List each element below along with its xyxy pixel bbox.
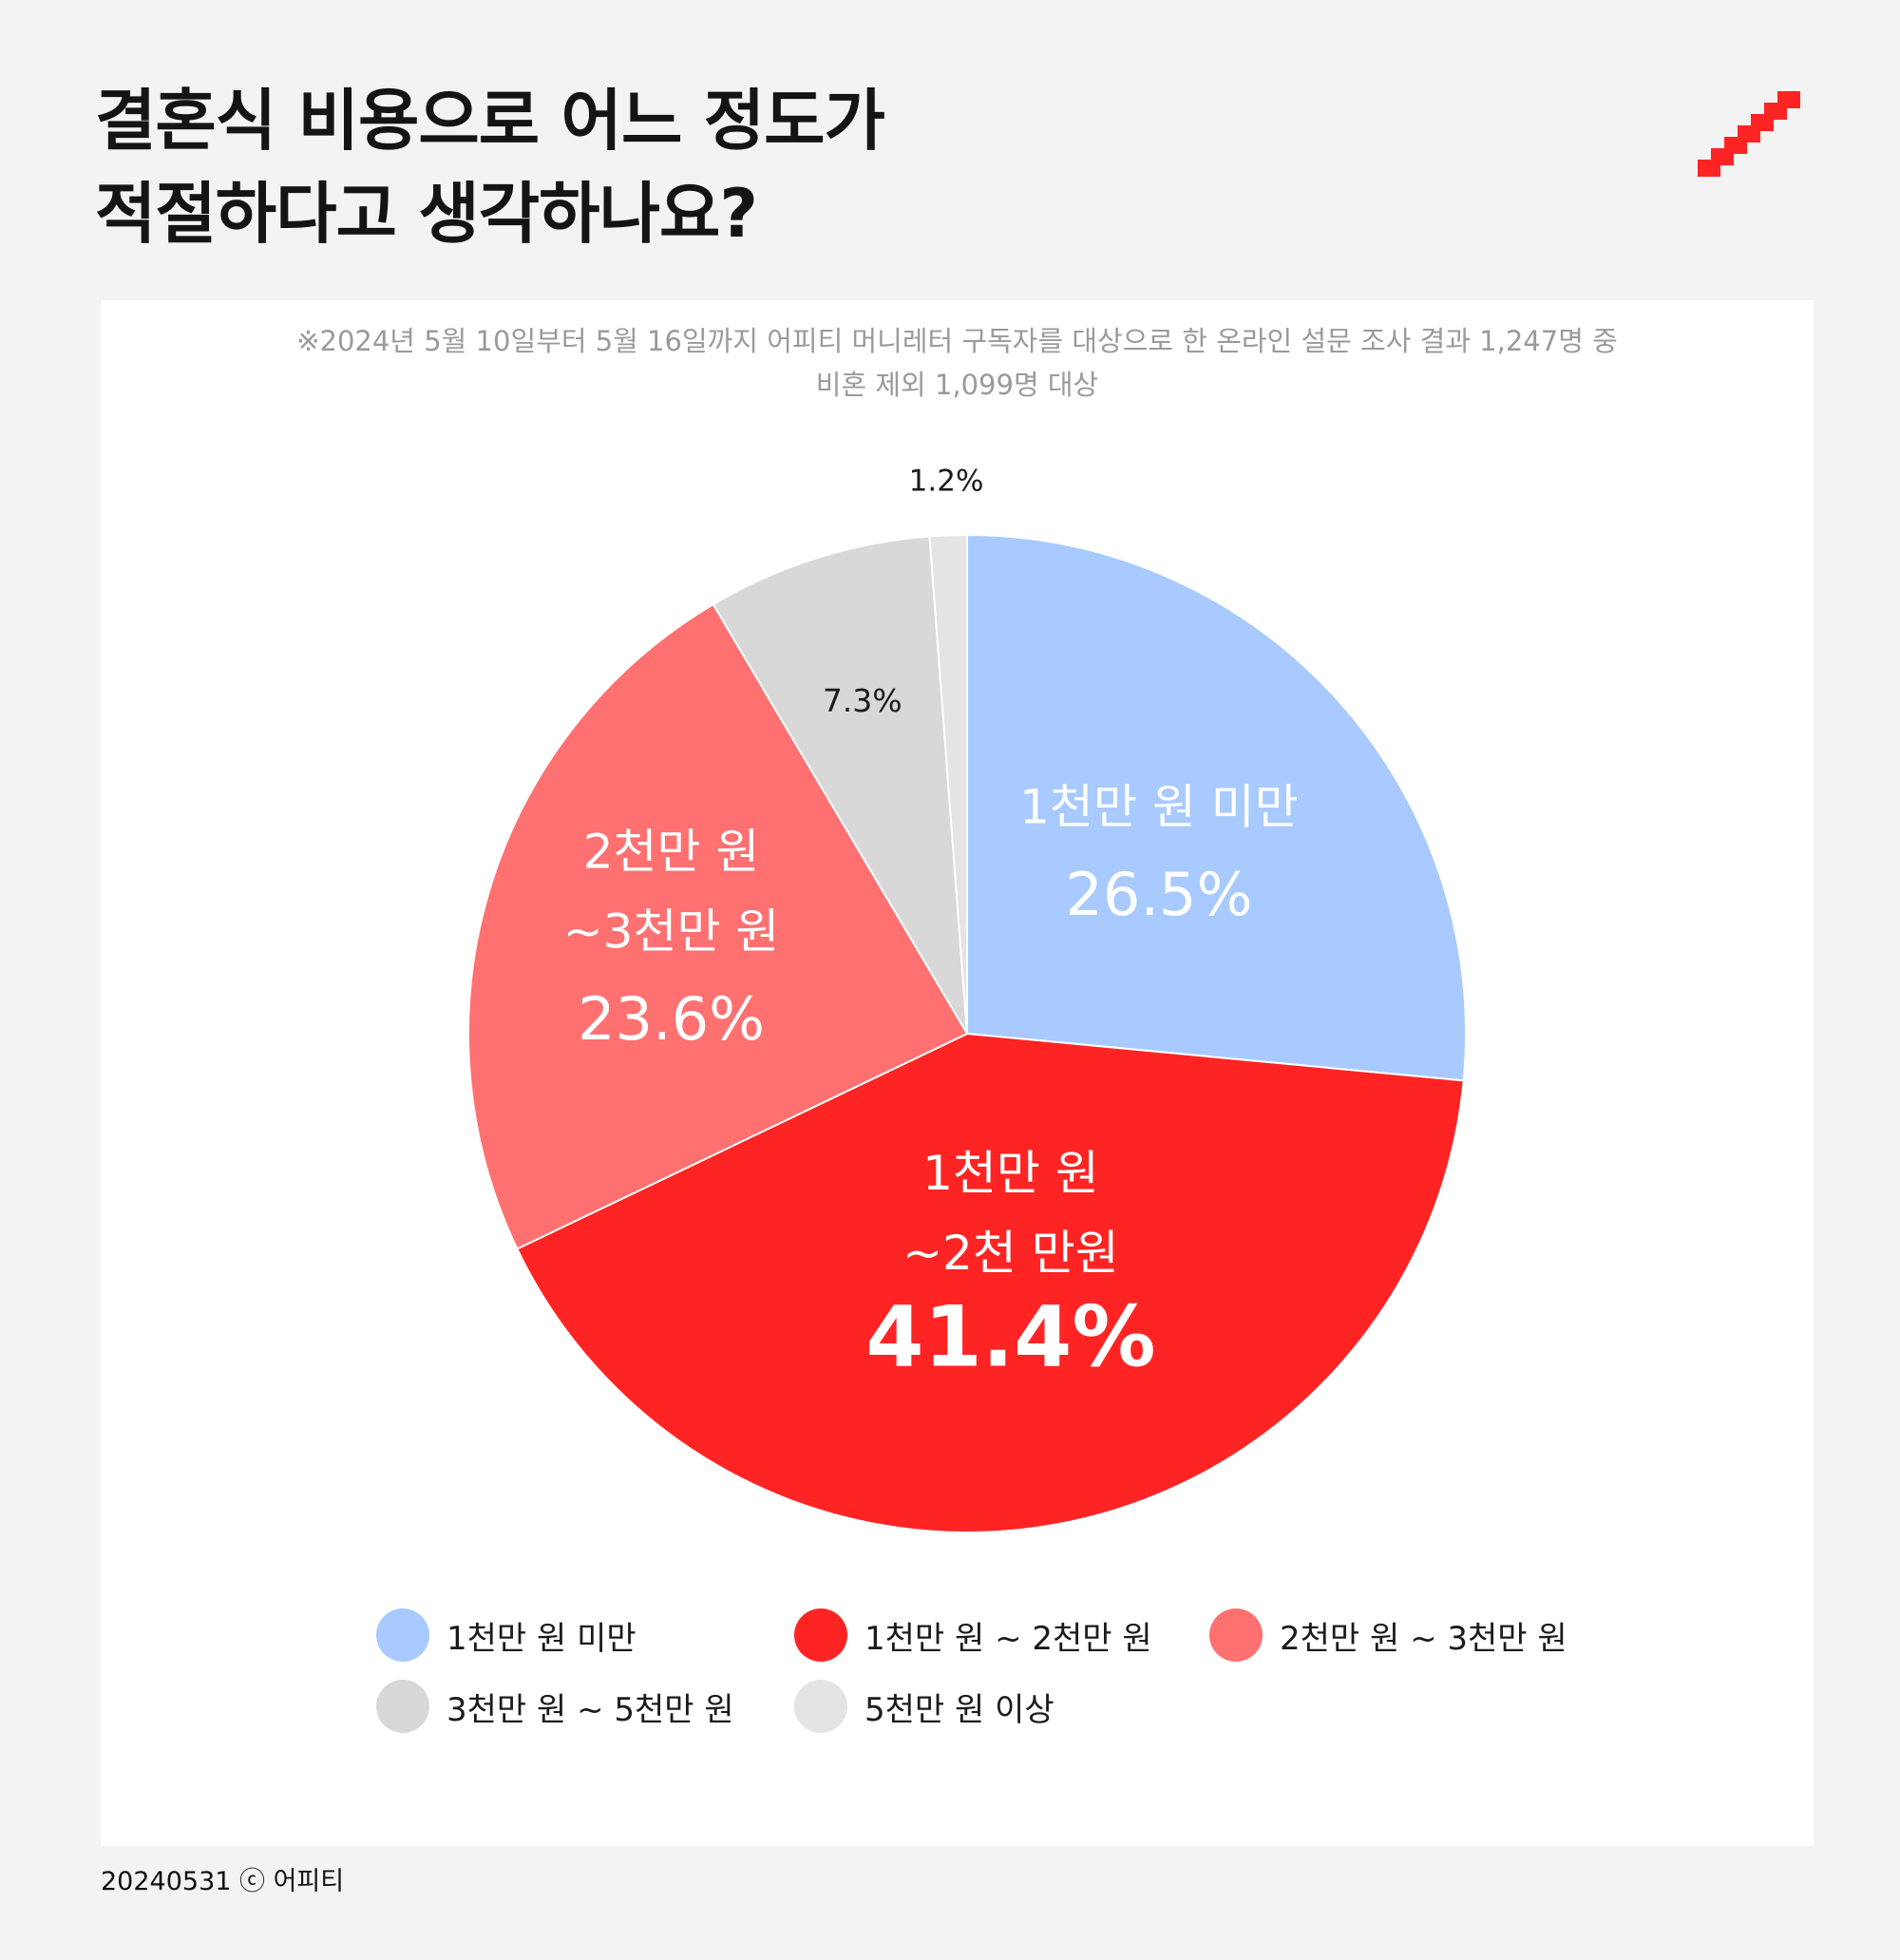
pie-slice: [467, 602, 969, 1250]
slice-value-label: 26.5%: [1065, 860, 1252, 929]
chart-card: ※2024년 5월 10일부터 5월 16일까지 어피티 머니레터 구독자를 대…: [101, 300, 1814, 1846]
slice-category-label: ~2천 만원: [902, 1226, 1119, 1281]
slice-value-label: 1.2%: [909, 465, 984, 499]
slice-category-label: 1천만 원: [922, 1146, 1099, 1201]
footer-credit: 20240531 ⓒ 어피티: [101, 1867, 345, 1896]
slice-value-label: 23.6%: [578, 984, 765, 1054]
pie-slice: [966, 533, 1467, 1082]
slice-value-label: 41.4%: [865, 1287, 1155, 1385]
title-line-1: 결혼식 비용으로 어느 정도가: [95, 82, 885, 160]
slice-category-label: 2천만 원: [583, 825, 760, 880]
title-line-2: 적절하다고 생각하나요?: [95, 175, 758, 253]
pie-slice: [516, 1032, 1465, 1533]
slice-category-label: ~3천만 원: [563, 904, 780, 960]
slice-value-label: 7.3%: [823, 682, 902, 719]
staircase-icon: [1698, 91, 1800, 177]
pie-slice: [928, 533, 968, 1035]
pie-slice: [712, 535, 968, 1035]
survey-note-line-1: ※2024년 5월 10일부터 5월 16일까지 어피티 머니레터 구독자를 대…: [296, 325, 1618, 357]
slice-category-label: 1천만 원 미만: [1019, 780, 1299, 835]
pie-chart: 1천만 원 미만 26.5% 1천만 원 ~2천 만원 41.4% 2천만 원 ~3천만 원…: [467, 465, 1467, 1533]
survey-note: ※2024년 5월 10일부터 5월 16일까지 어피티 머니레터 구독자를 대…: [101, 319, 1814, 407]
survey-note-line-2: 비혼 제외 1,099명 대상: [815, 369, 1099, 401]
chart-title: 결혼식 비용으로 어느 정도가 적절하다고 생각하나요?: [95, 74, 885, 260]
